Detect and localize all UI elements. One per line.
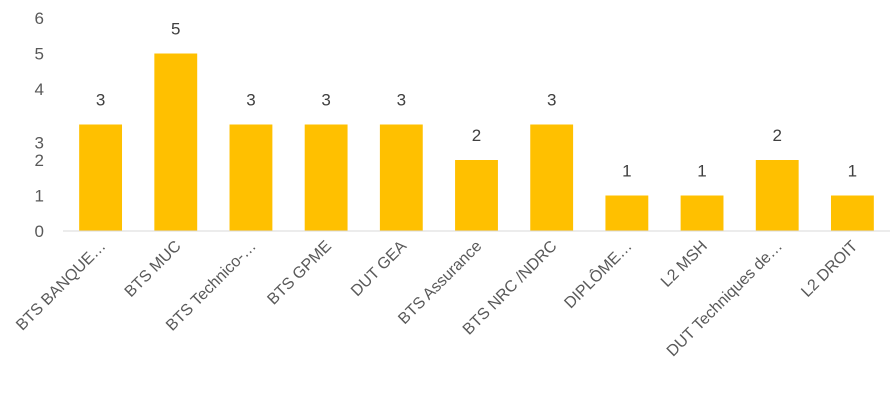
x-tick-label: DIPLÔME… bbox=[560, 236, 636, 312]
bar bbox=[605, 195, 649, 231]
x-tick-label: BTS MUC bbox=[122, 238, 185, 301]
bars bbox=[79, 53, 874, 231]
bar bbox=[455, 160, 498, 231]
data-label: 3 bbox=[246, 91, 255, 110]
data-label: 5 bbox=[171, 20, 180, 39]
data-label: 3 bbox=[96, 91, 105, 110]
data-label: 2 bbox=[772, 126, 781, 145]
bar bbox=[304, 124, 348, 231]
y-tick-label: 3 bbox=[35, 133, 44, 152]
data-label: 3 bbox=[547, 91, 556, 110]
bar bbox=[229, 124, 273, 231]
x-tick-label: L2 MSH bbox=[658, 238, 711, 291]
bar bbox=[379, 124, 423, 231]
data-label: 1 bbox=[848, 162, 857, 181]
bar bbox=[755, 160, 799, 231]
data-label: 2 bbox=[472, 126, 481, 145]
bar bbox=[830, 195, 874, 231]
y-tick-label: 4 bbox=[35, 80, 44, 99]
bar bbox=[530, 124, 574, 231]
data-label: 3 bbox=[397, 91, 406, 110]
x-tick-label: BTS GPME bbox=[264, 238, 334, 308]
y-tick-label: 6 bbox=[35, 9, 44, 28]
bar bbox=[154, 53, 198, 231]
data-label: 1 bbox=[622, 162, 631, 181]
data-label: 1 bbox=[697, 162, 706, 181]
bar bbox=[680, 195, 724, 231]
x-tick-label: L2 DROIT bbox=[798, 238, 861, 301]
y-tick-label: 5 bbox=[35, 45, 44, 64]
y-tick-label: 0 bbox=[35, 222, 44, 241]
x-tick-label: DUT GEA bbox=[348, 238, 410, 300]
data-labels: 3 5 3 3 3 2 3 1 1 2 1 bbox=[96, 20, 857, 181]
data-label: 3 bbox=[321, 91, 330, 110]
y-tick-label: 2 bbox=[35, 151, 44, 170]
y-tick-label: 1 bbox=[35, 187, 44, 206]
x-tick-label: BTS BANQUE… bbox=[13, 238, 109, 334]
bar bbox=[79, 124, 123, 231]
